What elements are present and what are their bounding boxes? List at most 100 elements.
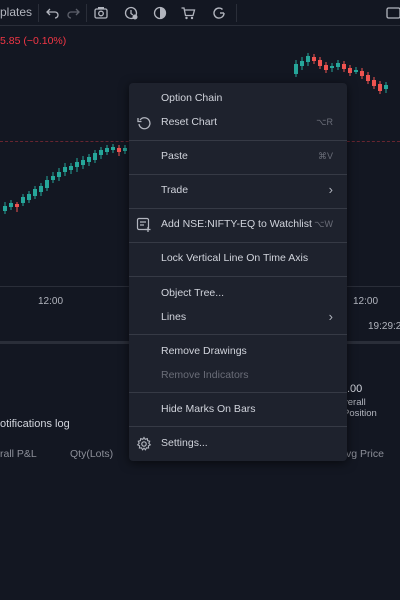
candle-body (324, 65, 328, 70)
toolbar-divider (38, 4, 39, 22)
add-to-list-icon (136, 217, 152, 233)
candle-body (366, 75, 370, 81)
theme-icon[interactable] (149, 3, 171, 23)
menu-divider (129, 392, 347, 393)
clock-label: 19:29:2 (368, 321, 400, 332)
menu-divider (129, 426, 347, 427)
notifications-log-tab[interactable]: otifications log (0, 418, 70, 430)
toolbar-divider (236, 4, 237, 22)
panel-toggle-icon[interactable] (382, 3, 400, 23)
time-label: 12:00 (38, 296, 64, 307)
menu-item-reset-chart[interactable]: Reset Chart ⌥R (129, 111, 347, 135)
candle-body (342, 64, 346, 69)
candle-body (57, 172, 61, 177)
column-header[interactable]: rall P&L (0, 448, 37, 460)
price-change-label: 5.85 (−0.10%) (0, 35, 67, 47)
menu-divider (129, 334, 347, 335)
menu-divider (129, 276, 347, 277)
position-value: .00 (347, 383, 363, 395)
candle-body (15, 204, 19, 207)
menu-item-label: Option Chain (161, 92, 223, 104)
candle-body (21, 197, 25, 203)
menu-item-label: Trade (161, 184, 189, 196)
cart-icon[interactable] (177, 3, 199, 23)
refresh-icon[interactable] (208, 3, 230, 23)
reset-icon (136, 115, 152, 131)
candle-body (318, 60, 322, 66)
menu-item-trade[interactable]: Trade › (129, 179, 347, 203)
menu-item-label: Settings... (161, 437, 208, 449)
toolbar-divider (86, 4, 87, 22)
menu-item-lines[interactable]: Lines › (129, 306, 347, 330)
alert-icon[interactable] (120, 3, 142, 23)
menu-item-label: Reset Chart (161, 116, 218, 128)
menu-item-lock-vertical-line[interactable]: Lock Vertical Line On Time Axis (129, 247, 347, 271)
column-header[interactable]: Qty(Lots) (70, 448, 114, 460)
candle-body (123, 148, 127, 151)
candle-body (45, 180, 49, 188)
candle-body (63, 167, 67, 172)
candle-body (372, 80, 376, 86)
menu-item-label: Remove Indicators (161, 369, 249, 381)
candle-body (9, 203, 13, 207)
menu-item-option-chain[interactable]: Option Chain (129, 87, 347, 111)
menu-item-label: Lock Vertical Line On Time Axis (161, 252, 309, 264)
menu-item-label: Hide Marks On Bars (161, 403, 256, 415)
candles-layer (3, 53, 388, 214)
candle-body (360, 71, 364, 76)
candle-body (3, 206, 7, 211)
screenshot-icon[interactable] (90, 3, 112, 23)
menu-item-remove-indicators: Remove Indicators (129, 364, 347, 388)
candle-body (294, 64, 298, 74)
candle-body (306, 56, 310, 62)
column-header[interactable]: vg Price (346, 448, 384, 460)
candle-body (111, 147, 115, 150)
menu-item-label: Object Tree... (161, 287, 225, 299)
menu-divider (129, 208, 347, 209)
candle-body (33, 189, 37, 196)
templates-button[interactable]: plates (0, 5, 33, 19)
menu-item-settings[interactable]: Settings... (129, 432, 347, 456)
menu-item-paste[interactable]: Paste ⌘V (129, 145, 347, 169)
candle-body (39, 186, 43, 192)
menu-divider (129, 174, 347, 175)
overall-position-label: verall Position (343, 397, 377, 419)
undo-icon[interactable] (42, 3, 64, 23)
redo-icon[interactable] (62, 3, 84, 23)
candle-body (93, 153, 97, 160)
menu-divider (129, 242, 347, 243)
gear-icon (136, 436, 152, 452)
candle-body (75, 162, 79, 167)
shortcut-label: ⌥W (314, 219, 333, 229)
candle-body (105, 148, 109, 152)
candle-body (81, 160, 85, 165)
menu-item-remove-drawings[interactable]: Remove Drawings (129, 340, 347, 364)
menu-item-label: Remove Drawings (161, 345, 247, 357)
time-label: 12:00 (353, 296, 379, 307)
candle-body (378, 84, 382, 91)
menu-item-label: Paste (161, 150, 188, 162)
menu-item-label: Add NSE:NIFTY-EQ to Watchlist (161, 218, 312, 230)
candle-body (99, 150, 103, 155)
candle-body (51, 176, 55, 180)
candle-body (354, 70, 358, 72)
candle-body (300, 61, 304, 66)
menu-item-object-tree[interactable]: Object Tree... (129, 282, 347, 306)
candle-body (117, 148, 121, 152)
chevron-right-icon: › (328, 309, 333, 324)
shortcut-label: ⌥R (316, 117, 333, 127)
candle-body (69, 166, 73, 170)
candle-body (348, 68, 352, 73)
menu-item-hide-marks[interactable]: Hide Marks On Bars (129, 398, 347, 422)
candle-body (384, 85, 388, 89)
menu-item-add-to-watchlist[interactable]: Add NSE:NIFTY-EQ to Watchlist ⌥W (129, 213, 347, 237)
shortcut-label: ⌘V (317, 151, 333, 161)
menu-divider (129, 140, 347, 141)
candle-body (336, 63, 340, 67)
top-toolbar: plates (0, 0, 400, 26)
candle-body (312, 57, 316, 61)
candle-body (27, 194, 31, 200)
candle-body (87, 157, 91, 162)
menu-item-label: Lines (161, 311, 187, 323)
context-menu: Option Chain Reset Chart ⌥R Paste ⌘V Tra… (129, 83, 347, 461)
